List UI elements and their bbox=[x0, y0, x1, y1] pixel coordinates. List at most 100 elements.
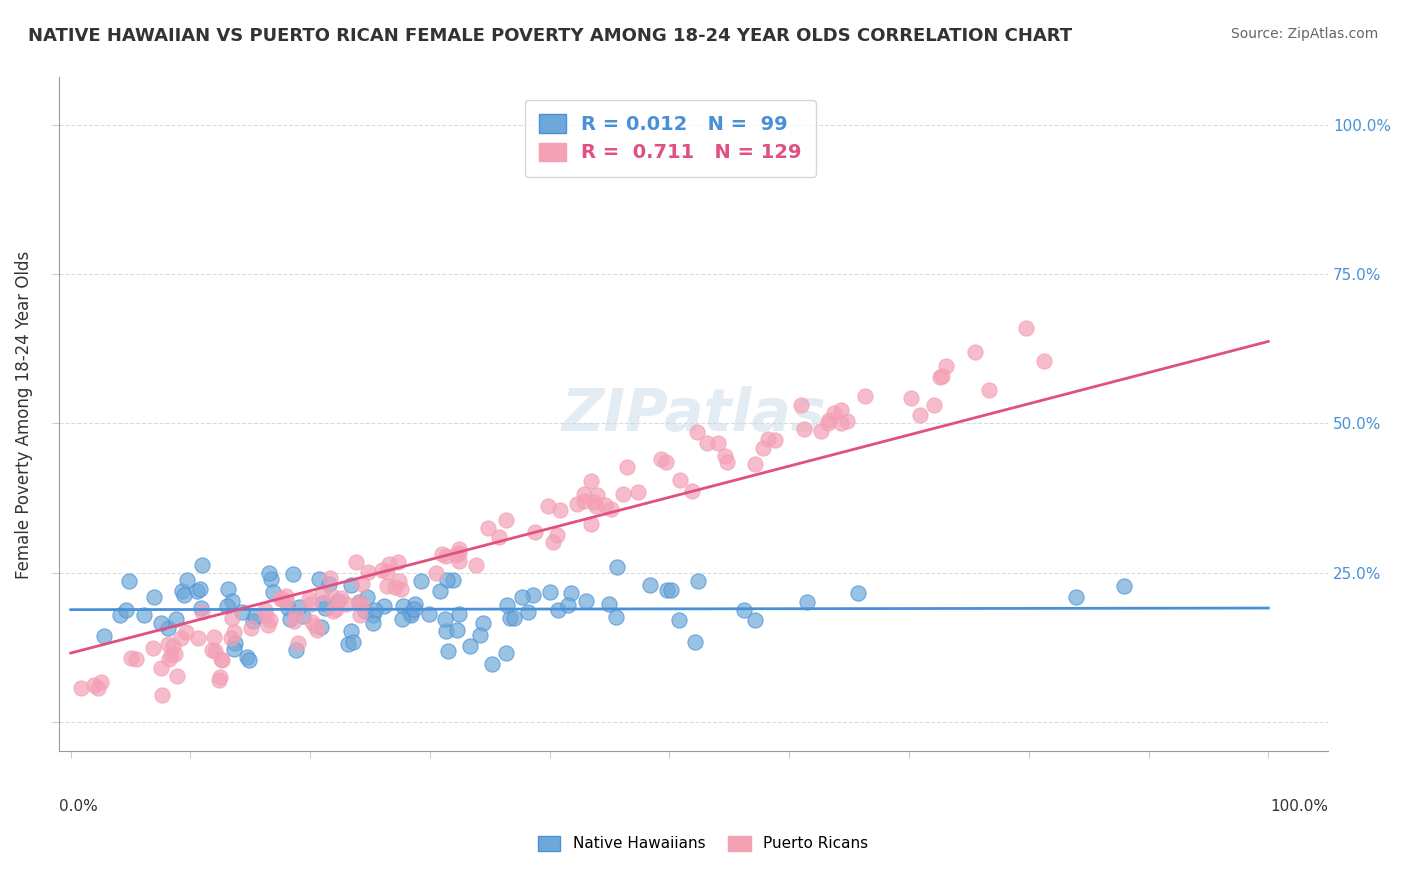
Point bbox=[598, 597, 620, 611]
Point bbox=[274, 589, 297, 603]
Point bbox=[257, 566, 280, 581]
Point bbox=[142, 641, 165, 656]
Point bbox=[202, 631, 225, 645]
Point bbox=[908, 409, 931, 423]
Point bbox=[191, 605, 214, 619]
Point bbox=[187, 631, 209, 645]
Point bbox=[977, 383, 1000, 397]
Point bbox=[344, 555, 367, 569]
Point bbox=[204, 644, 226, 658]
Point bbox=[208, 673, 231, 688]
Point bbox=[375, 579, 398, 593]
Point bbox=[425, 566, 447, 580]
Point bbox=[929, 370, 952, 384]
Point bbox=[488, 530, 510, 544]
Point bbox=[495, 513, 517, 527]
Point bbox=[292, 609, 315, 624]
Point bbox=[640, 578, 662, 592]
Point bbox=[572, 487, 595, 501]
Point bbox=[352, 599, 374, 613]
Point bbox=[963, 345, 986, 359]
Point bbox=[304, 619, 326, 633]
Point bbox=[221, 611, 243, 625]
Point bbox=[120, 651, 142, 665]
Point bbox=[349, 608, 371, 623]
Point bbox=[472, 615, 495, 630]
Point bbox=[789, 398, 811, 412]
Point bbox=[375, 566, 398, 580]
Point bbox=[716, 454, 738, 468]
Point bbox=[516, 605, 538, 619]
Y-axis label: Female Poverty Among 18-24 Year Olds: Female Poverty Among 18-24 Year Olds bbox=[15, 251, 32, 579]
Point bbox=[744, 614, 766, 628]
Point bbox=[222, 624, 245, 639]
Point bbox=[434, 549, 457, 563]
Point bbox=[283, 615, 305, 629]
Point bbox=[498, 611, 520, 625]
Point bbox=[585, 499, 607, 513]
Point bbox=[173, 588, 195, 602]
Point bbox=[546, 528, 568, 542]
Point bbox=[325, 602, 347, 616]
Point bbox=[262, 585, 284, 599]
Point bbox=[681, 483, 703, 498]
Point bbox=[287, 635, 309, 649]
Point bbox=[256, 618, 278, 632]
Point bbox=[449, 554, 471, 568]
Point bbox=[391, 612, 413, 626]
Point bbox=[605, 610, 627, 624]
Point bbox=[444, 548, 467, 562]
Point bbox=[935, 359, 957, 374]
Point bbox=[118, 574, 141, 589]
Point bbox=[447, 607, 470, 622]
Point bbox=[922, 398, 945, 412]
Point bbox=[752, 441, 775, 455]
Point bbox=[744, 457, 766, 471]
Point bbox=[215, 599, 238, 613]
Point bbox=[361, 615, 384, 630]
Point bbox=[150, 688, 173, 702]
Point bbox=[108, 608, 131, 623]
Point bbox=[149, 615, 172, 630]
Point bbox=[384, 580, 406, 594]
Point bbox=[224, 636, 246, 650]
Point bbox=[165, 612, 187, 626]
Point bbox=[447, 542, 470, 557]
Point bbox=[309, 620, 332, 634]
Point bbox=[446, 623, 468, 637]
Point bbox=[87, 681, 110, 695]
Point bbox=[465, 558, 488, 572]
Point bbox=[240, 621, 263, 635]
Point bbox=[191, 558, 214, 572]
Point bbox=[339, 578, 361, 592]
Point bbox=[388, 574, 411, 588]
Point bbox=[254, 602, 277, 616]
Point bbox=[447, 546, 470, 560]
Point bbox=[733, 603, 755, 617]
Point bbox=[1014, 321, 1036, 335]
Point bbox=[572, 494, 595, 508]
Point bbox=[612, 487, 634, 501]
Point bbox=[143, 590, 166, 604]
Point bbox=[655, 582, 678, 597]
Point bbox=[470, 628, 492, 642]
Point bbox=[357, 566, 380, 580]
Point bbox=[398, 607, 420, 621]
Point bbox=[165, 647, 187, 661]
Point bbox=[356, 590, 378, 604]
Point bbox=[321, 589, 343, 603]
Point bbox=[114, 603, 136, 617]
Point bbox=[259, 613, 281, 627]
Point bbox=[627, 485, 650, 500]
Point bbox=[405, 597, 427, 611]
Point bbox=[349, 595, 371, 609]
Point bbox=[600, 501, 623, 516]
Point bbox=[328, 593, 350, 607]
Point bbox=[537, 499, 560, 513]
Point bbox=[352, 577, 374, 591]
Point bbox=[224, 642, 246, 657]
Point bbox=[312, 596, 335, 610]
Point bbox=[157, 651, 180, 665]
Point bbox=[156, 637, 179, 651]
Point bbox=[510, 590, 533, 604]
